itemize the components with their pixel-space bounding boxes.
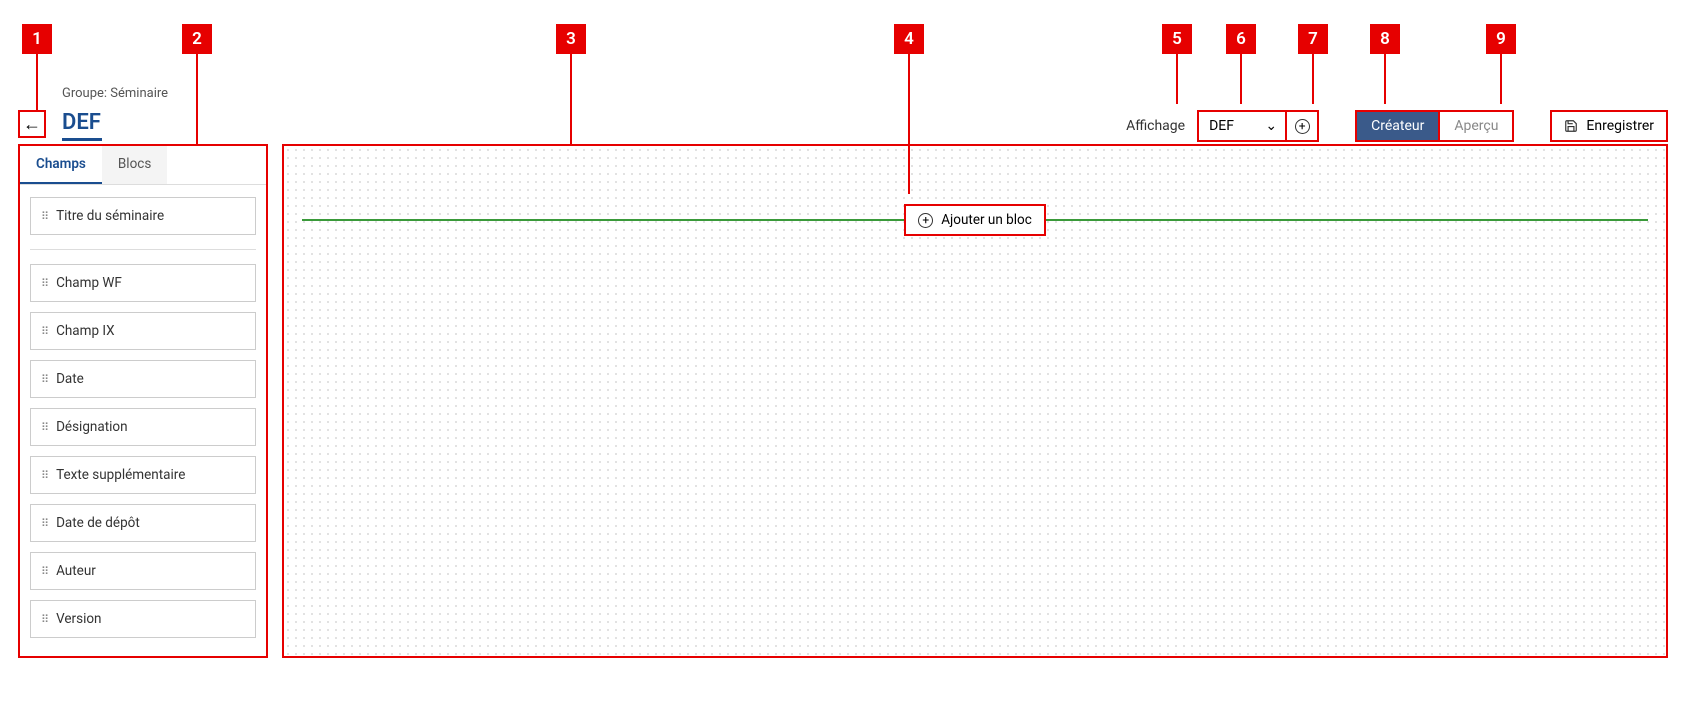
save-button[interactable]: Enregistrer	[1550, 110, 1668, 142]
field-item[interactable]: ⠿ Champ IX	[30, 312, 256, 350]
drag-handle-icon: ⠿	[41, 421, 48, 434]
sidebar-tabs: Champs Blocs	[20, 146, 266, 185]
callout-5: 5	[1162, 24, 1192, 54]
callout-8: 8	[1370, 24, 1400, 54]
field-item[interactable]: ⠿ Version	[30, 600, 256, 638]
field-separator	[30, 249, 256, 250]
preview-mode-button[interactable]: Aperçu	[1440, 110, 1514, 142]
drag-handle-icon: ⠿	[41, 517, 48, 530]
field-label: Date de dépôt	[56, 515, 140, 531]
callout-line	[1384, 54, 1386, 104]
callout-4: 4	[894, 24, 924, 54]
callout-line	[196, 54, 198, 144]
field-item[interactable]: ⠿ Titre du séminaire	[30, 197, 256, 235]
callout-line	[1500, 54, 1502, 104]
callout-7: 7	[1298, 24, 1328, 54]
drag-handle-icon: ⠿	[41, 565, 48, 578]
plus-circle-icon: +	[918, 213, 933, 228]
callout-6: 6	[1226, 24, 1256, 54]
callout-line	[570, 54, 572, 144]
insert-line-right	[1045, 219, 1648, 221]
field-item[interactable]: ⠿ Date de dépôt	[30, 504, 256, 542]
field-item[interactable]: ⠿ Texte supplémentaire	[30, 456, 256, 494]
field-label: Version	[56, 611, 101, 627]
tab-blocks[interactable]: Blocs	[102, 146, 167, 184]
add-display-button[interactable]: +	[1287, 110, 1319, 142]
field-label: Désignation	[56, 419, 128, 435]
field-label: Date	[56, 371, 84, 387]
display-select-value: DEF	[1209, 118, 1234, 134]
layout-canvas[interactable]: + Ajouter un bloc	[282, 144, 1668, 658]
display-label: Affichage	[1126, 118, 1185, 134]
mode-toggle: Créateur Aperçu	[1355, 110, 1514, 142]
field-item[interactable]: ⠿ Date	[30, 360, 256, 398]
arrow-left-icon: ←	[23, 114, 41, 135]
drag-handle-icon: ⠿	[41, 373, 48, 386]
drag-handle-icon: ⠿	[41, 469, 48, 482]
callout-line	[1176, 54, 1178, 104]
callout-3: 3	[556, 24, 586, 54]
callout-line	[1240, 54, 1242, 104]
field-label: Champ WF	[56, 275, 122, 291]
display-select[interactable]: DEF ⌄	[1197, 110, 1287, 142]
callout-line	[908, 54, 910, 194]
add-block-label: Ajouter un bloc	[941, 212, 1032, 228]
page-header: Groupe: Séminaire ← DEF Affichage DEF ⌄ …	[18, 78, 1668, 138]
creator-mode-button[interactable]: Créateur	[1355, 110, 1440, 142]
field-label: Auteur	[56, 563, 96, 579]
callout-line	[1312, 54, 1314, 104]
field-item[interactable]: ⠿ Auteur	[30, 552, 256, 590]
drag-handle-icon: ⠿	[41, 210, 48, 223]
field-label: Texte supplémentaire	[56, 467, 185, 483]
plus-circle-icon: +	[1295, 119, 1310, 134]
drag-handle-icon: ⠿	[41, 277, 48, 290]
field-item[interactable]: ⠿ Désignation	[30, 408, 256, 446]
callout-1: 1	[22, 24, 52, 54]
drag-handle-icon: ⠿	[41, 613, 48, 626]
drag-handle-icon: ⠿	[41, 325, 48, 338]
insert-line-left	[302, 219, 905, 221]
page-title: DEF	[62, 110, 101, 135]
group-label: Groupe: Séminaire	[62, 86, 168, 101]
callout-line	[36, 54, 38, 110]
back-button[interactable]: ←	[18, 110, 46, 138]
sidebar-panel: Champs Blocs ⠿ Titre du séminaire ⠿ Champ…	[18, 144, 268, 658]
save-button-label: Enregistrer	[1586, 118, 1654, 134]
title-underline	[62, 138, 102, 141]
field-label: Titre du séminaire	[56, 208, 164, 224]
save-icon	[1564, 119, 1578, 133]
add-block-button[interactable]: + Ajouter un bloc	[904, 204, 1046, 236]
callout-2: 2	[182, 24, 212, 54]
tab-fields[interactable]: Champs	[20, 146, 102, 184]
callout-9: 9	[1486, 24, 1516, 54]
chevron-down-icon: ⌄	[1265, 118, 1277, 134]
field-item[interactable]: ⠿ Champ WF	[30, 264, 256, 302]
toolbar-right: Affichage DEF ⌄ + Créateur Aperçu Enregi…	[1126, 110, 1668, 142]
field-label: Champ IX	[56, 323, 115, 339]
field-list: ⠿ Titre du séminaire ⠿ Champ WF ⠿ Champ IX…	[20, 185, 266, 660]
add-block-row: + Ajouter un bloc	[302, 204, 1648, 236]
